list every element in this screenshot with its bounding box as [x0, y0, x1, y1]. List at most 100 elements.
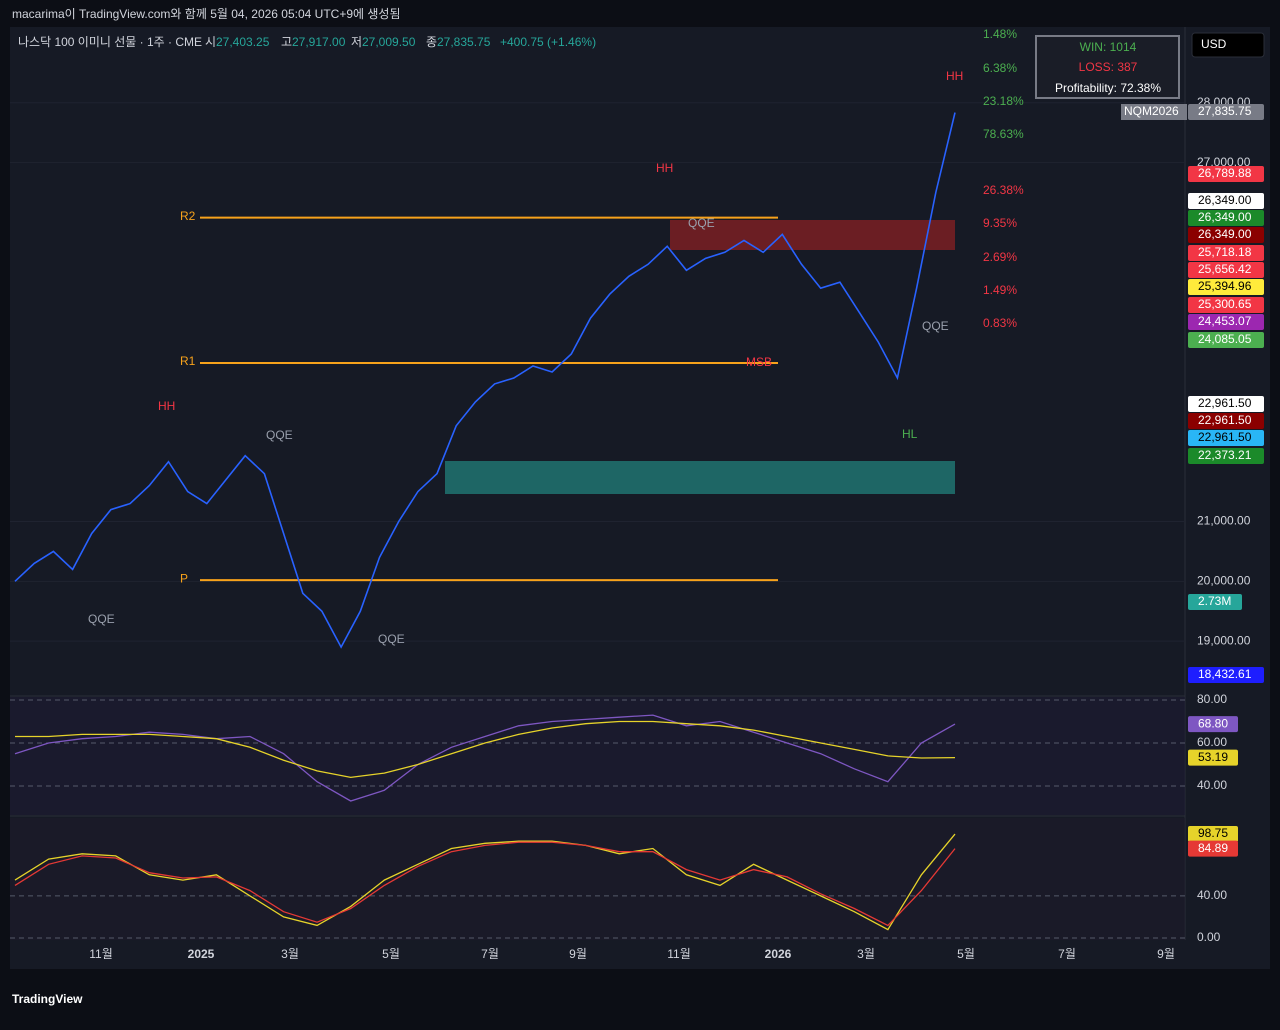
- time-label: 2026: [765, 947, 792, 961]
- profitability: Profitability: 72.38%: [1055, 81, 1161, 95]
- annotation: HH: [656, 161, 673, 175]
- level-label: R1: [180, 354, 196, 368]
- price-badge-label: 27,835.75: [1198, 104, 1252, 118]
- series-line: [14, 841, 956, 927]
- time-label: 2025: [188, 947, 215, 961]
- annotation: QQE: [378, 632, 405, 646]
- price-badge: [1188, 413, 1264, 429]
- o-label: 시: [205, 35, 216, 49]
- y-tick-label: 27,000.00: [1197, 155, 1251, 169]
- price-badge-label: 26,789.88: [1198, 166, 1252, 180]
- c: 27,835.75: [437, 35, 491, 49]
- price-badge: [1188, 332, 1264, 348]
- c-label: 종: [426, 35, 437, 49]
- h-label: 고: [281, 35, 292, 49]
- win: WIN: 1014: [1080, 40, 1137, 54]
- value-badge: [1188, 716, 1238, 733]
- y-tick-label: 21,000.00: [1197, 514, 1251, 528]
- time-label: 9월: [1157, 947, 1175, 961]
- time-label: 5월: [957, 947, 975, 961]
- annotation: HL: [902, 427, 918, 441]
- percent-label: 1.49%: [983, 283, 1017, 297]
- value-badge: [1188, 826, 1238, 843]
- price-badge: [1188, 396, 1264, 412]
- percent-label: 6.38%: [983, 61, 1017, 75]
- y-tick-label: 19,000.00: [1197, 633, 1251, 647]
- price-badge-label: 24,085.05: [1198, 332, 1252, 346]
- time-label: 11월: [667, 947, 691, 961]
- y-tick-label: 0.00: [1197, 930, 1221, 944]
- series-line: [14, 833, 956, 931]
- time-label: 7월: [1058, 947, 1076, 961]
- percent-label: 1.48%: [983, 27, 1017, 41]
- price-badge: [1188, 279, 1264, 295]
- o: 27,403.25: [216, 35, 270, 49]
- volume-badge: [1188, 594, 1242, 610]
- value-badge-label: 68.80: [1198, 716, 1228, 730]
- y-tick-label: 20,000.00: [1197, 574, 1251, 588]
- change: +400.75 (+1.46%): [500, 35, 596, 49]
- annotation: QQE: [922, 319, 949, 333]
- series-line: [15, 720, 956, 779]
- y-tick-label: 60.00: [1197, 735, 1227, 749]
- percent-label: 0.83%: [983, 316, 1017, 330]
- time-label: 3월: [857, 947, 875, 961]
- y-tick-label: 80.00: [1197, 692, 1227, 706]
- price-badge: [1188, 314, 1264, 330]
- annotation: QQE: [88, 612, 115, 626]
- stats-box: [1035, 35, 1180, 99]
- stoch-bg: [10, 818, 1185, 940]
- annotation: QQE: [266, 428, 293, 442]
- price-badge: [1188, 262, 1264, 278]
- price-badge-label: 26,349.00: [1198, 210, 1252, 224]
- value-badge: [1188, 840, 1238, 857]
- brand: TradingView: [12, 992, 83, 1006]
- y-tick-label: 40.00: [1197, 778, 1227, 792]
- symbol-badge: [1121, 104, 1187, 120]
- value-badge-label: 84.89: [1198, 841, 1228, 855]
- price-badge: [1188, 210, 1264, 226]
- currency[interactable]: USD: [1201, 37, 1227, 51]
- value-badge-label: 98.75: [1198, 826, 1228, 840]
- price-badge-label: 25,300.65: [1198, 297, 1252, 311]
- time-label: 5월: [382, 947, 400, 961]
- price-badge-label: 25,718.18: [1198, 245, 1252, 259]
- price-badge-label: 26,349.00: [1198, 193, 1252, 207]
- price-badge: [1188, 166, 1264, 182]
- rsi-bg: [10, 697, 1185, 815]
- annotation: QQE: [688, 216, 715, 230]
- level-label: R2: [180, 209, 196, 223]
- price-badge-label: 26,349.00: [1198, 227, 1252, 241]
- price-badge: [1188, 227, 1264, 243]
- price-badge: [1188, 297, 1264, 313]
- level-label: P: [180, 571, 188, 585]
- time-label: 7월: [481, 947, 499, 961]
- price-badge-label: 18,432.61: [1198, 667, 1252, 681]
- symbol-name: 나스닥 100 이미니 선물 · 1주 · CME: [18, 35, 202, 49]
- percent-label: 2.69%: [983, 250, 1017, 264]
- price-badge-label: 22,961.50: [1198, 396, 1252, 410]
- price-badge: [1188, 193, 1264, 209]
- y-tick-label: 40.00: [1197, 888, 1227, 902]
- price-badge: [1188, 448, 1264, 464]
- time-label: 11월: [89, 947, 113, 961]
- percent-label: 9.35%: [983, 216, 1017, 230]
- annotation: MSB: [746, 355, 772, 369]
- price-badge-label: 24,453.07: [1198, 314, 1252, 328]
- annotation: HH: [158, 399, 175, 413]
- user-line: macarima이 TradingView.com와 함께 5월 04, 202…: [12, 7, 401, 21]
- series-line: [14, 112, 956, 649]
- time-label: 3월: [281, 947, 299, 961]
- price-badge-label: 22,961.50: [1198, 413, 1252, 427]
- value-badge-label: 53.19: [1198, 750, 1228, 764]
- price-badge-label: 22,373.21: [1198, 448, 1252, 462]
- price-badge: [1188, 430, 1264, 446]
- series-line: [14, 714, 956, 802]
- l-label: 저: [351, 35, 362, 49]
- price-badge-label: 22,961.50: [1198, 430, 1252, 444]
- l: 27,009.50: [362, 35, 416, 49]
- price-badge: [1188, 667, 1264, 683]
- currency-box[interactable]: [1191, 32, 1265, 58]
